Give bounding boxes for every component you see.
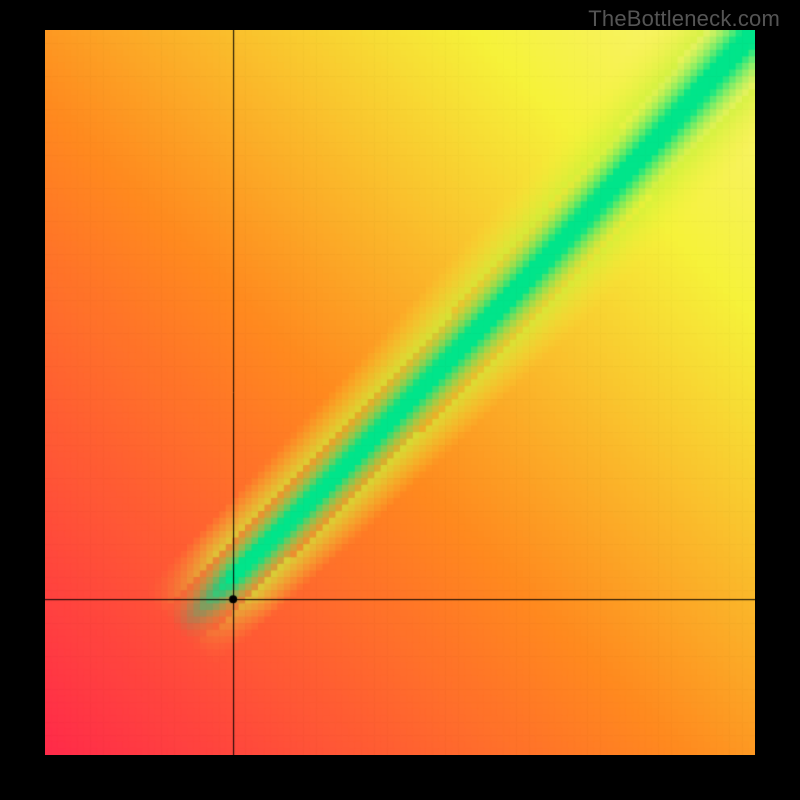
heatmap-canvas [45,30,755,755]
chart-container: TheBottleneck.com [0,0,800,800]
heatmap-plot [45,30,755,755]
watermark-text: TheBottleneck.com [588,6,780,32]
